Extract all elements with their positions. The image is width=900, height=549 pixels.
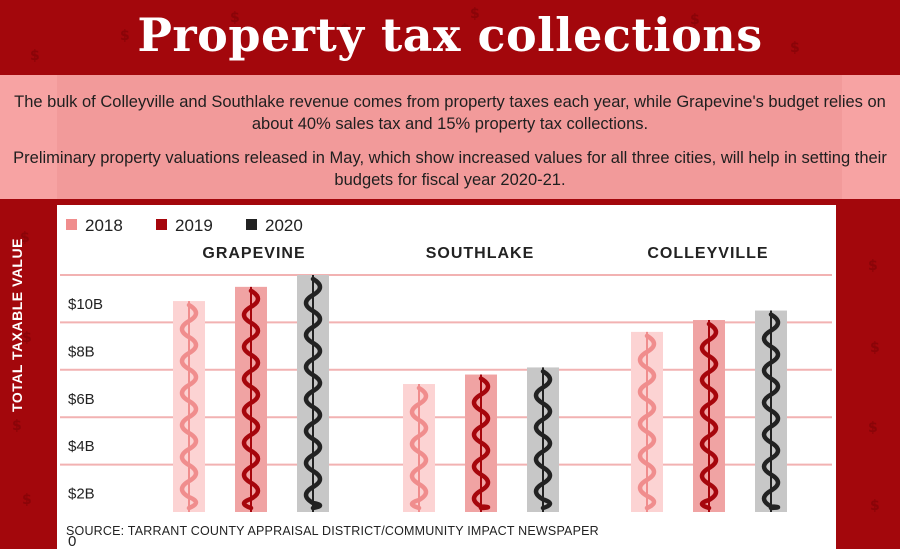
- background-dollar-15: $: [12, 418, 22, 434]
- intro-band: The bulk of Colleyville and Southlake re…: [0, 75, 900, 199]
- bar-dollar-stroke-2018-grapevine: [179, 302, 199, 511]
- background-dollar-13: $: [22, 330, 32, 346]
- background-dollar-11: $: [20, 230, 30, 246]
- legend-label-2019: 2019: [175, 216, 213, 235]
- source-strip: [57, 515, 836, 549]
- y-tick-label-2: $4B: [68, 438, 95, 455]
- intro-paragraph-2: Preliminary property valuations released…: [13, 149, 887, 189]
- bar-dollar-stroke-2020-colleyville: [761, 312, 781, 511]
- category-label-colleyville: COLLEYVILLE: [647, 245, 769, 262]
- legend-swatch-2018: [66, 219, 77, 230]
- page-title: Property tax collections: [137, 8, 763, 62]
- background-dollar-3: $: [340, 22, 350, 38]
- background-dollar-1: $: [120, 28, 130, 44]
- bar-dollar-stroke-2018-colleyville: [637, 333, 657, 511]
- background-dollar-7: $: [790, 40, 800, 56]
- y-tick-label-0: 0: [68, 533, 76, 549]
- background-dollar-17: $: [22, 492, 32, 508]
- background-dollar-2: $: [230, 10, 240, 26]
- y-tick-label-4: $8B: [68, 343, 95, 360]
- category-label-southlake: SOUTHLAKE: [425, 245, 535, 262]
- legend-swatch-2019: [156, 219, 167, 230]
- background-dollar-14: $: [870, 340, 880, 356]
- y-tick-label-5: $10B: [68, 296, 103, 313]
- legend-item-2018: 2018: [66, 216, 123, 236]
- legend-label-2020: 2020: [265, 216, 303, 235]
- background-dollar-16: $: [868, 420, 878, 436]
- intro-panel: [57, 75, 842, 199]
- legend-label-2018: 2018: [85, 216, 123, 235]
- legend-item-2019: 2019: [156, 216, 213, 236]
- category-label-grapevine: GRAPEVINE: [202, 245, 306, 262]
- background-dollar-6: $: [690, 12, 700, 28]
- bar-dollar-stroke-2020-southlake: [533, 369, 553, 511]
- y-tick-label-1: $2B: [68, 486, 95, 503]
- background-dollar-18: $: [870, 498, 880, 514]
- bar-dollar-stroke-2020-grapevine: [303, 276, 323, 511]
- y-tick-label-3: $6B: [68, 391, 95, 408]
- legend-item-2020: 2020: [246, 216, 303, 236]
- background-dollar-5: $: [560, 28, 570, 44]
- legend-swatch-2020: [246, 219, 257, 230]
- source-note: SOURCE: TARRANT COUNTY APPRAISAL DISTRIC…: [66, 524, 599, 538]
- background-dollar-0: $: [30, 48, 40, 64]
- background-dollar-4: $: [470, 6, 480, 22]
- background-dollar-12: $: [868, 258, 878, 274]
- bar-dollar-stroke-2019-southlake: [471, 376, 491, 511]
- intro-paragraph-1: The bulk of Colleyville and Southlake re…: [14, 93, 886, 133]
